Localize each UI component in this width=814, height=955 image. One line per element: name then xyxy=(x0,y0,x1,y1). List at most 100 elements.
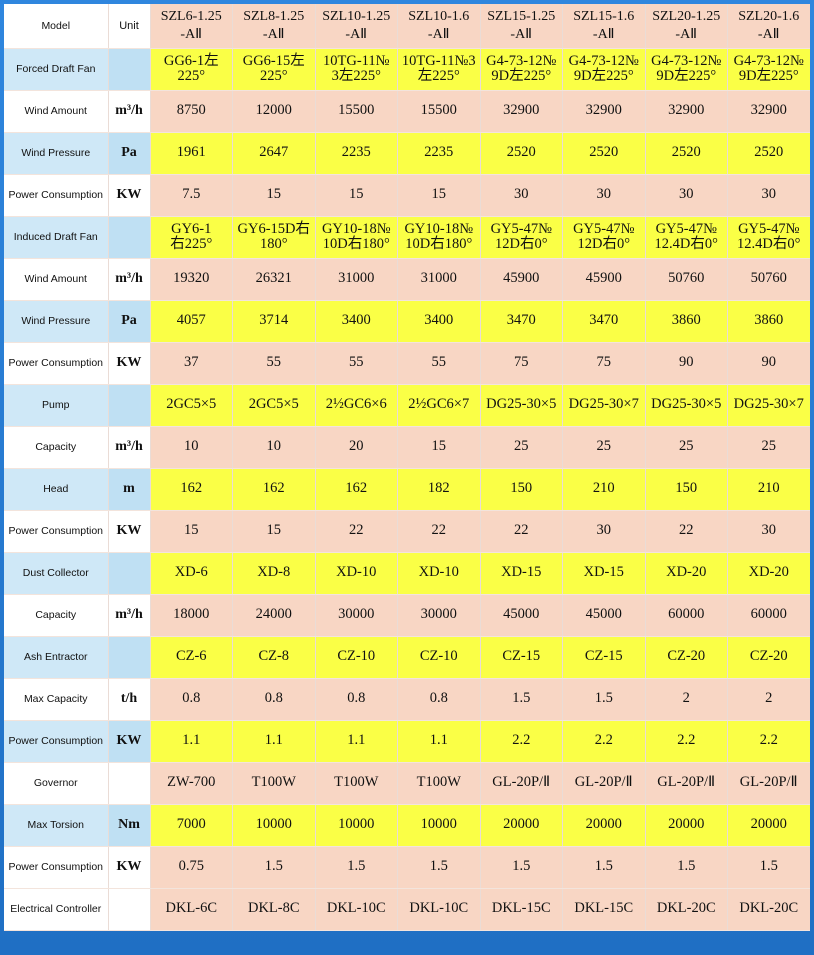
model-name-cell: SZL8-1.25 -AⅡ xyxy=(232,4,316,49)
value-cell: 7.5 xyxy=(150,174,233,217)
row-unit: t/h xyxy=(108,678,151,721)
value-cell: XD-15 xyxy=(562,552,646,595)
value-cell: 2GC5×5 xyxy=(232,384,316,427)
row-unit: m xyxy=(108,468,151,511)
model-name-cell: SZL10-1.25 -AⅡ xyxy=(315,4,398,49)
value-cell: XD-20 xyxy=(727,552,810,595)
value-cell: GG6-15左 225° xyxy=(232,48,316,91)
table-row: Capacity m³/h 10 10 20 15 25 25 25 25 xyxy=(4,426,810,469)
value-cell: CZ-10 xyxy=(397,636,481,679)
value-cell: 3714 xyxy=(232,300,316,343)
value-cell: 2520 xyxy=(562,132,646,175)
row-label: Wind Amount xyxy=(4,90,109,133)
value-cell: 4057 xyxy=(150,300,233,343)
value-cell: 30000 xyxy=(397,594,481,637)
row-unit: m³/h xyxy=(108,594,151,637)
value-cell: XD-6 xyxy=(150,552,233,595)
value-cell: 60000 xyxy=(645,594,728,637)
value-cell: 32900 xyxy=(645,90,728,133)
value-cell: 10000 xyxy=(315,804,398,847)
row-unit xyxy=(108,762,151,805)
row-unit xyxy=(108,888,151,931)
table-row: Wind Pressure Pa 4057 3714 3400 3400 3470 3470 3… xyxy=(4,300,810,343)
value-cell: 30 xyxy=(480,174,563,217)
row-label: Power Consumption xyxy=(4,342,109,385)
value-cell: 2235 xyxy=(397,132,481,175)
model-header: Model xyxy=(4,4,109,49)
value-cell: 0.8 xyxy=(315,678,398,721)
value-cell: 30 xyxy=(727,510,810,553)
row-unit xyxy=(108,636,151,679)
value-cell: GL-20P/Ⅱ xyxy=(562,762,646,805)
value-cell: 2.2 xyxy=(562,720,646,763)
value-cell: 10 xyxy=(150,426,233,469)
value-cell: 30 xyxy=(562,174,646,217)
value-cell: 60000 xyxy=(727,594,810,637)
value-cell: 15 xyxy=(397,426,481,469)
value-cell: 0.8 xyxy=(232,678,316,721)
value-cell: 50760 xyxy=(645,258,728,301)
value-cell: 182 xyxy=(397,468,481,511)
row-label: Wind Amount xyxy=(4,258,109,301)
value-cell: 75 xyxy=(480,342,563,385)
value-cell: CZ-8 xyxy=(232,636,316,679)
value-cell: DG25-30×7 xyxy=(562,384,646,427)
value-cell: 1.5 xyxy=(315,846,398,889)
value-cell: CZ-6 xyxy=(150,636,233,679)
row-unit: KW xyxy=(108,174,151,217)
row-label: Head xyxy=(4,468,109,511)
value-cell: DKL-20C xyxy=(727,888,810,931)
value-cell: 1.5 xyxy=(562,678,646,721)
row-label: Max Torsion xyxy=(4,804,109,847)
boiler-spec-table: Model Unit SZL6-1.25 -AⅡ SZL8-1.25 -AⅡ S… xyxy=(4,4,810,931)
value-cell: 20000 xyxy=(645,804,728,847)
row-unit xyxy=(108,48,151,91)
value-cell: G4-73-12№ 9D左225° xyxy=(645,48,728,91)
table-row: Governor ZW-700 T100W T100W T100W GL-20P/Ⅱ GL-… xyxy=(4,762,810,805)
table-row: Power Consumption KW 1.1 1.1 1.1 1.1 2.2 2.2 2.2… xyxy=(4,720,810,763)
model-name-cell: SZL15-1.6 -AⅡ xyxy=(562,4,646,49)
value-cell: GL-20P/Ⅱ xyxy=(480,762,563,805)
table-row: Power Consumption KW 0.75 1.5 1.5 1.5 1.5 1.5 1.… xyxy=(4,846,810,889)
value-cell: 150 xyxy=(645,468,728,511)
value-cell: 10000 xyxy=(232,804,316,847)
value-cell: GY10-18№ 10D右180° xyxy=(315,216,398,259)
table-row: Max Capacity t/h 0.8 0.8 0.8 0.8 1.5 1.5 2 2 xyxy=(4,678,810,721)
value-cell: 3470 xyxy=(480,300,563,343)
model-name-cell: SZL6-1.25 -AⅡ xyxy=(150,4,233,49)
value-cell: DG25-30×7 xyxy=(727,384,810,427)
table-row: Power Consumption KW 7.5 15 15 15 30 30 30 30 xyxy=(4,174,810,217)
value-cell: 1.5 xyxy=(397,846,481,889)
value-cell: 15500 xyxy=(397,90,481,133)
row-label: Ash Entractor xyxy=(4,636,109,679)
value-cell: 22 xyxy=(315,510,398,553)
value-cell: GY6-1 右225° xyxy=(150,216,233,259)
value-cell: DKL-10C xyxy=(397,888,481,931)
value-cell: 2½GC6×7 xyxy=(397,384,481,427)
value-cell: 210 xyxy=(562,468,646,511)
value-cell: DG25-30×5 xyxy=(645,384,728,427)
value-cell: GY5-47№ 12.4D右0° xyxy=(727,216,810,259)
value-cell: 2½GC6×6 xyxy=(315,384,398,427)
value-cell: 162 xyxy=(150,468,233,511)
row-label: Power Consumption xyxy=(4,846,109,889)
value-cell: 2235 xyxy=(315,132,398,175)
value-cell: 32900 xyxy=(480,90,563,133)
value-cell: 32900 xyxy=(727,90,810,133)
value-cell: 8750 xyxy=(150,90,233,133)
value-cell: 2.2 xyxy=(645,720,728,763)
row-unit: KW xyxy=(108,510,151,553)
row-label: Governor xyxy=(4,762,109,805)
value-cell: DKL-15C xyxy=(562,888,646,931)
value-cell: 162 xyxy=(315,468,398,511)
model-name-cell: SZL20-1.6 -AⅡ xyxy=(727,4,810,49)
value-cell: 20000 xyxy=(480,804,563,847)
row-label: Capacity xyxy=(4,426,109,469)
value-cell: 15 xyxy=(315,174,398,217)
value-cell: 1.1 xyxy=(397,720,481,763)
row-label: Power Consumption xyxy=(4,720,109,763)
value-cell: 22 xyxy=(480,510,563,553)
value-cell: 2520 xyxy=(480,132,563,175)
value-cell: 0.75 xyxy=(150,846,233,889)
value-cell: 3470 xyxy=(562,300,646,343)
